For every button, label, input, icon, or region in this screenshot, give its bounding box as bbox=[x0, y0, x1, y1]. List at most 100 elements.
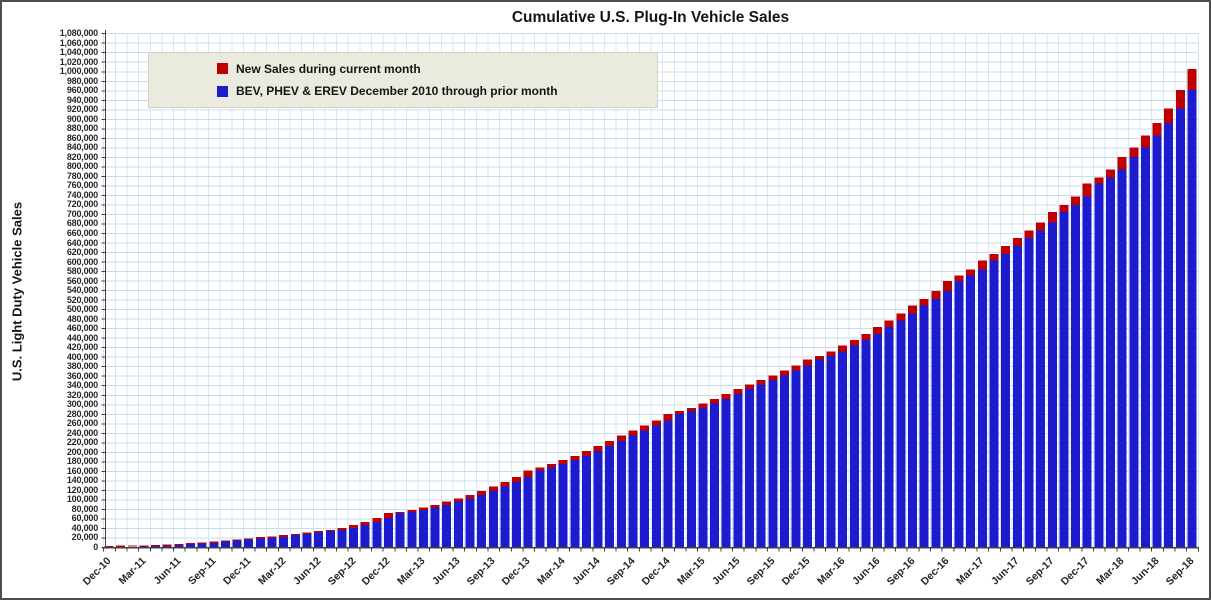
bar-new-sales bbox=[139, 545, 149, 547]
x-tick bbox=[557, 547, 559, 552]
bar-new-sales bbox=[279, 535, 289, 538]
x-tick bbox=[860, 547, 862, 552]
legend-swatch-blue bbox=[217, 85, 228, 97]
bar-cumulative bbox=[174, 545, 184, 547]
bar-cumulative bbox=[640, 430, 650, 547]
legend-label-cumulative: BEV, PHEV & EREV December 2010 through p… bbox=[236, 84, 558, 99]
bar-cumulative bbox=[477, 494, 487, 547]
bar-new-sales bbox=[244, 538, 254, 540]
bar-cumulative bbox=[1175, 108, 1185, 548]
x-tick bbox=[289, 547, 291, 552]
bar-cumulative bbox=[1047, 222, 1057, 548]
bar-new-sales bbox=[908, 305, 918, 314]
y-tick bbox=[101, 242, 105, 244]
bar-cumulative bbox=[977, 269, 987, 547]
x-tick bbox=[732, 547, 734, 552]
y-tick bbox=[101, 461, 105, 463]
x-tick bbox=[836, 547, 838, 552]
y-tick bbox=[101, 118, 105, 120]
bar-new-sales bbox=[1024, 230, 1034, 238]
y-tick bbox=[101, 194, 105, 196]
x-tick bbox=[499, 547, 501, 552]
bar-cumulative bbox=[1036, 230, 1046, 547]
bar-cumulative bbox=[861, 339, 871, 547]
y-tick bbox=[101, 80, 105, 82]
bar-new-sales bbox=[744, 384, 754, 390]
bar-cumulative bbox=[908, 313, 918, 547]
x-tick bbox=[359, 547, 361, 552]
x-tick bbox=[778, 547, 780, 552]
bar-cumulative bbox=[1001, 253, 1011, 548]
bar-cumulative bbox=[605, 445, 615, 547]
y-tick-label: 300,000 bbox=[66, 399, 98, 410]
x-tick bbox=[545, 547, 547, 552]
bar-new-sales bbox=[884, 320, 894, 328]
h-gridline bbox=[105, 499, 1198, 501]
x-tick bbox=[592, 547, 594, 552]
y-axis-line bbox=[105, 30, 107, 547]
y-tick bbox=[101, 375, 105, 377]
y-tick-label: 500,000 bbox=[66, 304, 98, 315]
x-tick bbox=[161, 547, 163, 552]
h-gridline bbox=[105, 537, 1198, 539]
bar-new-sales bbox=[616, 435, 626, 441]
h-gridline bbox=[105, 223, 1198, 225]
h-gridline bbox=[105, 261, 1198, 263]
h-gridline bbox=[105, 128, 1198, 130]
bar-new-sales bbox=[803, 359, 813, 366]
bar-cumulative bbox=[232, 540, 242, 547]
x-tick bbox=[825, 547, 827, 552]
x-tick bbox=[650, 547, 652, 552]
bar-new-sales bbox=[919, 299, 929, 306]
x-tick bbox=[103, 547, 105, 552]
h-gridline bbox=[105, 147, 1198, 149]
bar-new-sales bbox=[966, 269, 976, 276]
h-gridline bbox=[105, 451, 1198, 453]
y-tick-label: 60,000 bbox=[71, 513, 99, 524]
y-tick bbox=[101, 185, 105, 187]
bar-new-sales bbox=[1082, 183, 1092, 197]
h-gridline bbox=[105, 118, 1198, 120]
x-tick bbox=[1174, 547, 1176, 552]
y-tick-label: 120,000 bbox=[66, 484, 98, 495]
h-gridline bbox=[105, 461, 1198, 463]
h-gridline bbox=[105, 480, 1198, 482]
x-tick bbox=[149, 547, 151, 552]
bar-cumulative bbox=[826, 355, 836, 547]
y-tick-label: 240,000 bbox=[66, 427, 98, 438]
bar-new-sales bbox=[1140, 135, 1150, 148]
bar-new-sales bbox=[814, 355, 824, 360]
x-tick bbox=[918, 547, 920, 552]
bar-cumulative bbox=[442, 504, 452, 547]
y-tick-label: 260,000 bbox=[66, 418, 98, 429]
h-gridline bbox=[105, 309, 1198, 311]
bar-new-sales bbox=[756, 379, 766, 385]
x-tick bbox=[1011, 547, 1013, 552]
bar-new-sales bbox=[558, 460, 568, 465]
bar-new-sales bbox=[209, 541, 219, 543]
h-gridline bbox=[105, 280, 1198, 282]
bar-new-sales bbox=[255, 537, 265, 539]
h-gridline bbox=[105, 527, 1198, 529]
h-gridline bbox=[105, 366, 1198, 368]
y-tick-label: 40,000 bbox=[71, 522, 99, 533]
bar-new-sales bbox=[1012, 237, 1022, 246]
bar-new-sales bbox=[523, 470, 533, 477]
bar-cumulative bbox=[1152, 135, 1162, 547]
x-tick bbox=[627, 547, 629, 552]
y-tick-label: 380,000 bbox=[66, 361, 98, 372]
bar-new-sales bbox=[512, 476, 522, 482]
bar-cumulative bbox=[628, 435, 638, 547]
y-tick bbox=[101, 223, 105, 225]
y-tick bbox=[101, 442, 105, 444]
bar-new-sales bbox=[337, 528, 347, 530]
x-tick bbox=[697, 547, 699, 552]
y-tick-label: 220,000 bbox=[66, 437, 98, 448]
bar-new-sales bbox=[1036, 222, 1046, 231]
y-tick bbox=[101, 71, 105, 73]
x-tick bbox=[848, 547, 850, 552]
bar-new-sales bbox=[1117, 156, 1127, 170]
bar-new-sales bbox=[302, 532, 312, 535]
x-tick bbox=[429, 547, 431, 552]
legend-swatch-red bbox=[217, 63, 228, 75]
